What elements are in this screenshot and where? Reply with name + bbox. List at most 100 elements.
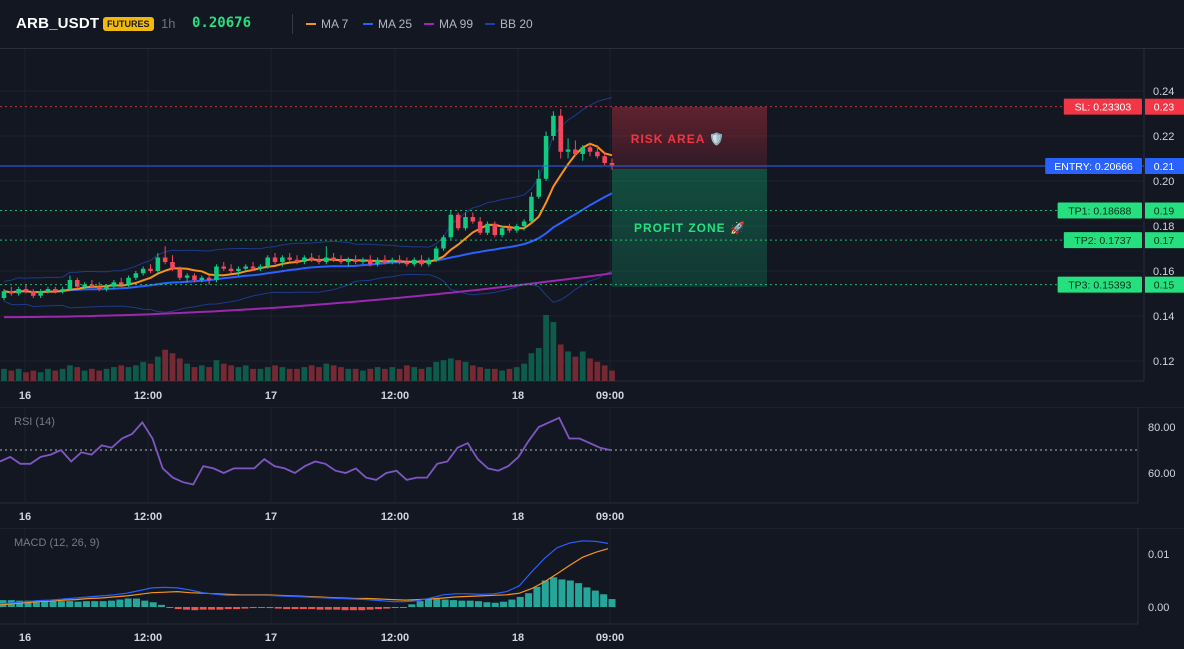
volume-bar — [220, 363, 227, 381]
volume-bar — [594, 361, 601, 381]
level-tag-label: TP1: 0.18688 — [1068, 206, 1131, 218]
candle-body — [16, 289, 21, 294]
symbol-label[interactable]: ARB_USDT — [16, 15, 100, 32]
bb-lower — [3, 270, 613, 313]
macd-hist-bar — [516, 596, 524, 607]
volume-bar — [242, 365, 249, 381]
candle-body — [1, 291, 7, 298]
rsi-time-label: 16 — [19, 511, 31, 523]
volume-bar — [565, 351, 571, 381]
rsi-panel[interactable]: RSI (14) 80.00 60.00 16 12:00 17 12:00 18 09:00 — [0, 407, 1184, 528]
level-tag-bg — [1057, 276, 1142, 293]
price-tick-label: 0.14 — [1153, 311, 1174, 323]
volume-bar — [360, 370, 366, 381]
volume-bar — [301, 367, 308, 381]
legend-bb20[interactable]: BB 20 — [485, 17, 533, 31]
macd-hist-bar — [608, 599, 616, 607]
candle-body — [543, 136, 549, 179]
rsi-time-label: 09:00 — [596, 511, 624, 523]
macd-hist-bar — [600, 594, 608, 607]
candle-body — [9, 291, 14, 294]
candle-body — [199, 277, 205, 280]
level-axis-bg — [1145, 158, 1184, 175]
candle-body — [53, 289, 58, 292]
legend-ma7[interactable]: MA 7 — [306, 17, 348, 31]
macd-panel[interactable]: MACD (12, 26, 9) 0.01 0.00 16 12:00 17 12:00 1… — [0, 528, 1184, 649]
candle-body — [346, 259, 351, 262]
candle-body — [170, 262, 175, 269]
volume-bar — [338, 367, 344, 381]
volume-bar — [264, 367, 271, 381]
level-tag-4: TP3: 0.15393 0.15 — [1057, 276, 1184, 293]
price-axis: 0.24 0.22 0.20 0.18 0.16 0.14 0.12 16 12:00 17 12:… — [19, 86, 1175, 402]
price-tick-label: 0.24 — [1153, 86, 1174, 98]
volume-bar — [154, 356, 161, 381]
candle-body — [265, 257, 270, 267]
volume-bar — [367, 368, 374, 381]
macd-hist-bar — [66, 601, 74, 607]
volume-bar — [411, 367, 418, 381]
rsi-grid — [0, 407, 1184, 504]
legend-ma25[interactable]: MA 25 — [363, 17, 412, 31]
macd-lines — [0, 540, 609, 606]
volume-bar — [8, 370, 15, 381]
candle-body — [214, 266, 219, 280]
macd-hist-bar — [99, 601, 107, 607]
ma99-swatch — [424, 22, 434, 25]
time-tick-label: 16 — [19, 390, 31, 402]
volume-bar — [125, 367, 132, 381]
price-tick-label: 0.22 — [1153, 131, 1174, 143]
rsi-time-label: 12:00 — [134, 511, 162, 523]
candle-body — [485, 223, 490, 233]
macd-axis: 0.01 0.00 16 12:00 17 12:00 18 09:00 — [19, 549, 1170, 644]
price-chart[interactable]: RISK AREA 🛡️ PROFIT ZONE 🚀 SL: 0.23303 0.… — [0, 49, 1184, 407]
macd-hist-bar — [241, 607, 249, 609]
time-tick-label: 12:00 — [381, 390, 409, 402]
futures-badge: FUTURES — [103, 17, 154, 31]
volume-bar — [228, 365, 234, 381]
level-axis-bg — [1145, 232, 1184, 249]
macd-hist-bar — [433, 599, 441, 607]
level-axis-bg — [1145, 202, 1184, 219]
candle-body — [470, 217, 476, 222]
candle-body — [419, 259, 424, 265]
candle-body — [206, 277, 212, 280]
candle-body — [118, 282, 124, 285]
level-tag-bg — [1057, 202, 1142, 219]
bb-upper — [3, 97, 613, 282]
candle-body — [82, 284, 87, 287]
ma99-line — [4, 272, 613, 319]
macd-hist-bar — [550, 577, 558, 607]
candle-body — [250, 266, 256, 269]
legend-ma99[interactable]: MA 99 — [424, 17, 473, 31]
candles — [1, 109, 615, 301]
macd-hist-bar — [24, 600, 32, 607]
volume-bar — [30, 370, 37, 381]
candle-body — [243, 266, 249, 269]
volume-bar — [184, 363, 191, 381]
volume-bar — [198, 365, 205, 381]
volume-bar — [1, 368, 7, 381]
macd-hist-bar — [541, 580, 549, 607]
macd-hist-bar — [224, 607, 232, 610]
time-tick-label: 17 — [265, 390, 277, 402]
candle-body — [324, 257, 329, 262]
volume-bar — [235, 367, 242, 381]
macd-hist-bar — [533, 586, 541, 607]
timeframe-label[interactable]: 1h — [161, 16, 176, 31]
macd-time-label: 12:00 — [381, 632, 409, 644]
volume-bar — [550, 321, 557, 381]
volume-bar — [418, 368, 425, 381]
time-tick-label: 18 — [512, 390, 524, 402]
macd-time-label: 12:00 — [134, 632, 162, 644]
volume-bar — [462, 361, 469, 381]
level-axis-label: 0.19 — [1154, 206, 1175, 218]
level-tag-bg — [1063, 232, 1142, 249]
macd-hist-bar — [575, 583, 583, 607]
candle-body — [177, 268, 183, 278]
macd-hist-bar — [116, 599, 124, 607]
candle-body — [477, 221, 483, 233]
level-tag-label: TP3: 0.15393 — [1068, 280, 1131, 292]
candle-body — [184, 275, 190, 278]
level-tag-label: ENTRY: 0.20666 — [1054, 161, 1133, 173]
